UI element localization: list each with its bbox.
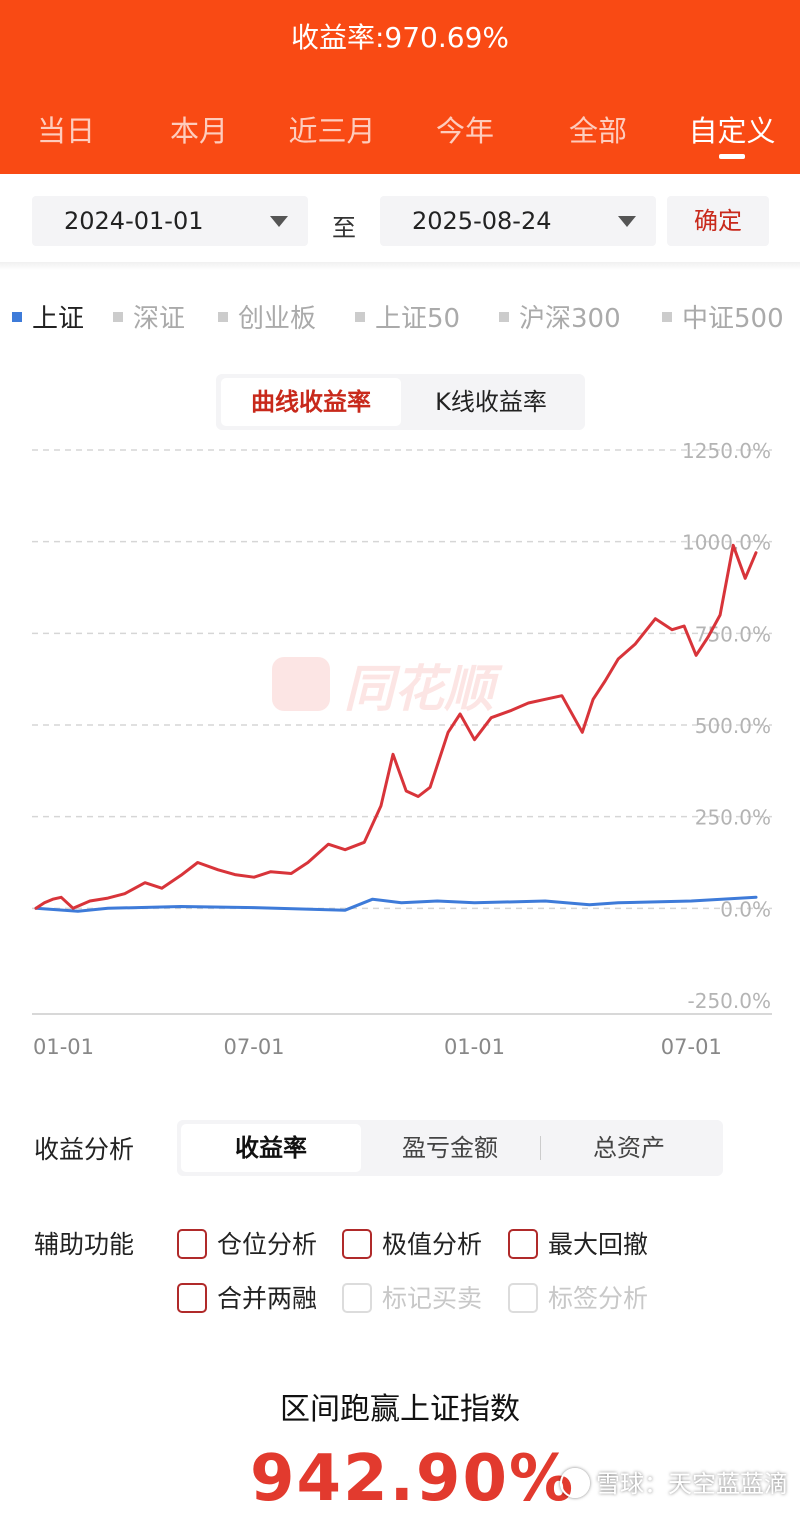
y-tick-label: -250.0% xyxy=(688,989,771,1013)
aux-label: 辅助功能 xyxy=(34,1230,135,1259)
checkbox-merge-margin[interactable]: 合并两融 xyxy=(177,1279,317,1315)
checkbox-icon xyxy=(177,1229,207,1259)
tab-this-year[interactable]: 今年 xyxy=(435,114,494,148)
tab-custom[interactable]: 自定义 xyxy=(688,114,776,148)
profit-loss-button[interactable]: 盈亏金额 xyxy=(402,1134,498,1162)
to-label: 至 xyxy=(332,214,356,242)
checkbox-extreme-analysis[interactable]: 极值分析 xyxy=(342,1225,482,1261)
benchmark-csi500[interactable]: 中证500 xyxy=(662,298,784,335)
checkbox-tag-analysis[interactable]: 标签分析 xyxy=(508,1279,648,1315)
checkbox-mark-trades[interactable]: 标记买卖 xyxy=(342,1279,482,1315)
legend-swatch xyxy=(113,311,123,322)
legend-swatch xyxy=(662,311,672,322)
return-rate-button[interactable]: 收益率 xyxy=(181,1124,361,1172)
benchmark-szse[interactable]: 深证 xyxy=(113,298,185,335)
legend-swatch xyxy=(12,311,22,322)
x-tick-label: 01-01 xyxy=(33,1035,94,1059)
xueqiu-logo-icon xyxy=(560,1468,590,1498)
segment-divider xyxy=(540,1136,541,1160)
benchmark-chinext[interactable]: 创业板 xyxy=(218,298,316,335)
total-assets-button[interactable]: 总资产 xyxy=(593,1134,665,1162)
benchmark-label: 中证500 xyxy=(682,304,784,334)
benchmark-label: 上证50 xyxy=(375,304,461,334)
checkbox-label: 合并两融 xyxy=(217,1284,318,1313)
end-date-select[interactable]: 2025-08-24 xyxy=(380,196,656,246)
checkbox-icon xyxy=(508,1283,538,1313)
benchmark-sse50[interactable]: 上证50 xyxy=(355,298,460,335)
x-tick-label: 07-01 xyxy=(661,1035,722,1059)
start-date-select[interactable]: 2024-01-01 xyxy=(32,196,308,246)
benchmark-legend: 上证 深证 创业板 上证50 沪深300 中证500 xyxy=(0,298,800,338)
header-bar: 收益率:970.69% 当日 本月 近三月 今年 全部 自定义 xyxy=(0,0,800,174)
checkbox-label: 标签分析 xyxy=(548,1284,649,1313)
checkbox-icon xyxy=(177,1283,207,1313)
tab-last-three-months[interactable]: 近三月 xyxy=(288,114,376,148)
x-tick-label: 07-01 xyxy=(224,1035,285,1059)
benchmark-csi300[interactable]: 沪深300 xyxy=(499,298,621,335)
y-tick-label: 750.0% xyxy=(695,622,771,646)
checkbox-icon xyxy=(342,1283,372,1313)
xueqiu-watermark-text: 雪球：天空蓝蓝滴 xyxy=(596,1470,788,1498)
chart-series xyxy=(34,543,758,913)
x-axis-labels: 01-01 07-01 01-01 07-01 xyxy=(33,1035,722,1059)
benchmark-sse[interactable]: 上证 xyxy=(12,298,84,335)
portfolio-return-line xyxy=(34,543,758,910)
legend-swatch xyxy=(218,311,228,322)
y-tick-label: 1250.0% xyxy=(682,439,771,463)
chart-watermark: 同花顺 xyxy=(272,657,503,718)
tab-all[interactable]: 全部 xyxy=(568,114,627,148)
end-date-value: 2025-08-24 xyxy=(412,207,552,235)
checkbox-label: 极值分析 xyxy=(382,1230,483,1259)
benchmark-label: 创业板 xyxy=(238,304,317,334)
x-tick-label: 01-01 xyxy=(444,1035,505,1059)
tab-today[interactable]: 当日 xyxy=(36,114,95,148)
tonghuashun-logo-icon xyxy=(272,657,330,711)
checkbox-max-drawdown[interactable]: 最大回撤 xyxy=(508,1225,648,1261)
caret-down-icon xyxy=(270,216,288,227)
y-tick-label: 1000.0% xyxy=(682,531,771,555)
return-chart: 同花顺 1250.0% 1000.0% 750.0% 500.0% 250.0% 0.0%… xyxy=(32,439,772,1059)
y-tick-label: 500.0% xyxy=(695,714,771,738)
checkbox-label: 标记买卖 xyxy=(382,1284,483,1313)
chart-mode-toggle: 曲线收益率 K线收益率 xyxy=(216,374,585,430)
legend-swatch xyxy=(355,311,365,322)
checkbox-position-analysis[interactable]: 仓位分析 xyxy=(177,1225,317,1261)
benchmark-label: 上证 xyxy=(32,304,85,334)
tab-this-month[interactable]: 本月 xyxy=(169,114,228,148)
return-rate-title: 收益率:970.69% xyxy=(290,21,509,54)
kline-return-button[interactable]: K线收益率 xyxy=(435,388,547,416)
analysis-toggle: 收益率 盈亏金额 总资产 xyxy=(177,1120,723,1176)
start-date-value: 2024-01-01 xyxy=(64,207,204,235)
period-tabs: 当日 本月 近三月 今年 全部 自定义 xyxy=(0,108,800,148)
sse-benchmark-line xyxy=(34,895,758,913)
date-range-bar: 2024-01-01 至 2025-08-24 确定 xyxy=(0,174,800,266)
curve-return-button[interactable]: 曲线收益率 xyxy=(221,378,401,426)
confirm-button[interactable]: 确定 xyxy=(667,196,769,246)
xueqiu-watermark: 雪球：天空蓝蓝滴 xyxy=(560,1464,800,1504)
watermark-text: 同花顺 xyxy=(344,660,503,718)
legend-swatch xyxy=(499,311,509,322)
divider xyxy=(0,262,800,270)
checkbox-label: 仓位分析 xyxy=(217,1230,318,1259)
y-tick-label: 250.0% xyxy=(695,806,771,830)
y-axis-labels: 1250.0% 1000.0% 750.0% 500.0% 250.0% 0.0% -250… xyxy=(682,439,771,1013)
checkbox-icon xyxy=(342,1229,372,1259)
analysis-label: 收益分析 xyxy=(34,1135,135,1164)
checkbox-icon xyxy=(508,1229,538,1259)
active-tab-indicator xyxy=(719,154,745,159)
outperform-title: 区间跑赢上证指数 xyxy=(280,1392,520,1427)
checkbox-label: 最大回撤 xyxy=(548,1230,649,1259)
outperform-value: 942.90% xyxy=(250,1442,576,1516)
benchmark-label: 沪深300 xyxy=(519,304,621,334)
y-tick-label: 0.0% xyxy=(720,897,771,921)
benchmark-label: 深证 xyxy=(133,304,186,334)
caret-down-icon xyxy=(618,216,636,227)
